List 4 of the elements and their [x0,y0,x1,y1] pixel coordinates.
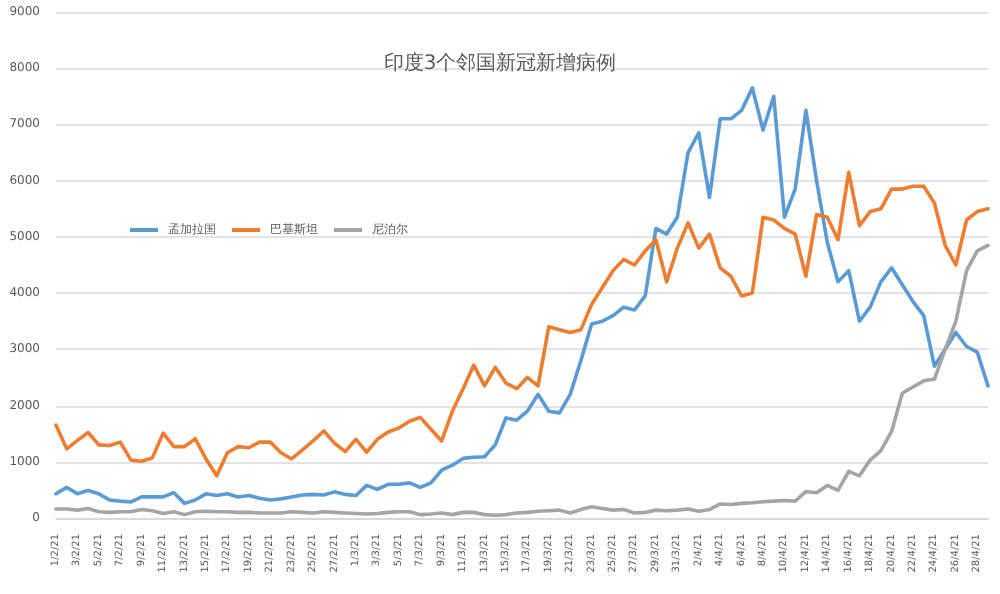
text: 印度3个邻国新冠新增病例 [383,51,617,75]
line-series [54,243,990,517]
line-series [54,86,990,506]
line-series [54,170,990,478]
